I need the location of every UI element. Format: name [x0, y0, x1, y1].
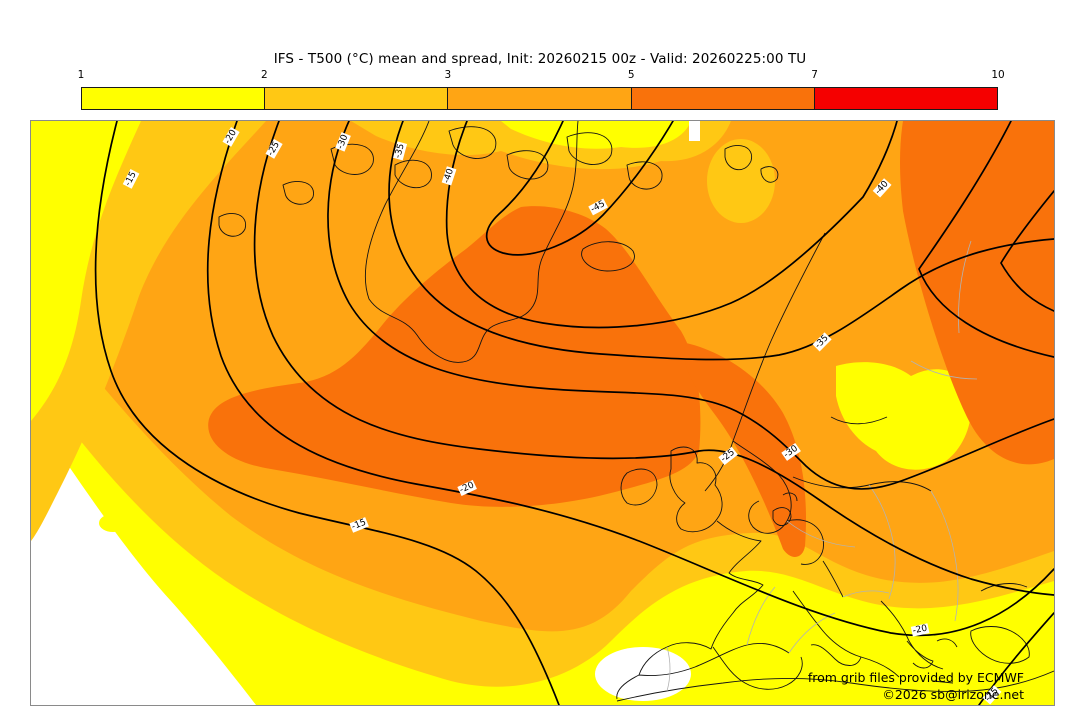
contour-layer	[94, 121, 1054, 705]
attribution-source: from grib files provided by ECMWF	[807, 670, 1024, 685]
attribution-copyright: ©2026 sb@irizone.net	[882, 687, 1024, 702]
colorbar-segment-7-10	[813, 88, 998, 109]
colorbar-segment-1-2	[82, 88, 265, 109]
colorbar-segment-3-5	[447, 88, 631, 109]
colorbar-tick: 2	[261, 69, 268, 81]
colorbar-segment-5-7	[630, 88, 814, 109]
page-title: IFS - T500 (°C) mean and spread, Init: 2…	[273, 51, 807, 67]
spread-fill-layer	[31, 121, 1054, 705]
admin-border-layer	[666, 240, 978, 692]
coastline-layer	[218, 121, 1054, 702]
colorbar-tick: 1	[77, 69, 85, 81]
map-canvas	[31, 121, 1054, 705]
colorbar-tick: 3	[444, 69, 452, 81]
colorbar-tick: 10	[991, 69, 1005, 81]
colorbar-ticks: 1 2 3 5 7 10	[77, 69, 1005, 84]
colorbar-tick: 5	[627, 69, 635, 81]
colorbar-segment-2-3	[264, 88, 448, 109]
colorbar-bar	[81, 87, 998, 110]
map-panel: -15 -20 -25 -30 -35 -40 -45 -40 -35 -30 -25 -20 -15-…	[30, 120, 1055, 706]
colorbar-tick: 7	[811, 69, 818, 81]
